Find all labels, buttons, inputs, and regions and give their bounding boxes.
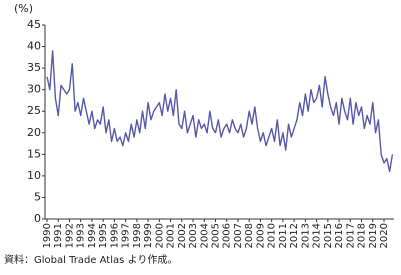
x-tick-label: 1996	[109, 223, 120, 248]
x-tick-label: 1995	[98, 223, 109, 248]
x-tick-label: 1997	[121, 223, 132, 248]
x-tick-label: 1999	[143, 223, 154, 248]
data-line	[46, 50, 394, 173]
x-tick-label: 2017	[345, 223, 356, 248]
x-tick-label: 2005	[211, 223, 222, 248]
x-tick-label: 2001	[166, 223, 177, 248]
y-tick-label: 20	[27, 126, 41, 139]
x-tick-label: 2007	[233, 223, 244, 248]
x-tick-label: 1991	[53, 223, 64, 248]
source-note: 資料：Global Trade Atlas より作成。	[4, 253, 177, 266]
x-tick-label: 2012	[289, 223, 300, 248]
x-tick-label: 2020	[379, 223, 390, 248]
x-tick-label: 2019	[368, 223, 379, 248]
x-tick-label: 2008	[244, 223, 255, 248]
x-tick-label: 2003	[188, 223, 199, 248]
x-tick-label: 1998	[132, 223, 143, 248]
x-tick-label: 2004	[199, 223, 210, 248]
x-tick-label: 2010	[267, 223, 278, 248]
y-tick-label: 10	[27, 169, 41, 182]
x-tick-label: 2006	[222, 223, 233, 248]
x-tick-label: 1993	[76, 223, 87, 248]
y-tick-label: 25	[27, 104, 41, 117]
y-tick-label: 0	[34, 212, 41, 225]
x-tick-label: 2009	[255, 223, 266, 248]
x-tick-label: 2013	[300, 223, 311, 248]
x-tick-label: 1992	[64, 223, 75, 248]
x-tick-label: 2002	[177, 223, 188, 248]
x-tick-label: 2000	[154, 223, 165, 248]
y-unit-label: (%)	[14, 2, 33, 15]
y-tick-label: 15	[27, 147, 41, 160]
x-tick-label: 2015	[323, 223, 334, 248]
y-tick-label: 40	[27, 40, 41, 53]
x-tick-label: 2018	[357, 223, 368, 248]
x-tick-label: 1990	[42, 223, 53, 248]
y-tick-label: 30	[27, 83, 41, 96]
y-tick-label: 5	[34, 190, 41, 203]
x-tick-label: 1994	[87, 223, 98, 248]
y-tick-label: 45	[27, 18, 41, 31]
x-tick-label: 2014	[312, 223, 323, 248]
y-tick-label: 35	[27, 61, 41, 74]
x-tick-label: 2016	[334, 223, 345, 248]
x-tick-label: 2011	[278, 223, 289, 248]
